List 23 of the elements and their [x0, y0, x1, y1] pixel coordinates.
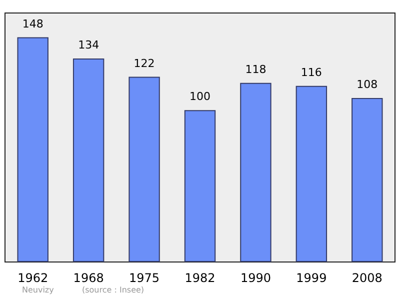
data-label: 116 [300, 66, 322, 79]
bar [72, 58, 104, 262]
x-tick-label: 1982 [184, 271, 216, 285]
bar [296, 86, 328, 262]
data-label: 122 [134, 56, 155, 70]
bar [352, 98, 383, 262]
x-tick-label: 1968 [73, 271, 104, 285]
data-label: 134 [78, 38, 100, 52]
data-label: 148 [22, 17, 44, 30]
x-tick-label: 1975 [129, 271, 160, 285]
data-label: 100 [190, 90, 210, 104]
x-tick-label: 1990 [240, 271, 271, 285]
x-tick-label: 1999 [296, 271, 327, 285]
bar [184, 110, 216, 262]
data-label: 118 [245, 62, 266, 76]
bar [240, 82, 272, 262]
x-tick-label: 1962 [18, 271, 48, 285]
text: Neuvizy [22, 286, 54, 294]
x-tick-label: 2008 [352, 271, 382, 285]
text: (source : Insee) [82, 286, 144, 294]
bar [17, 37, 48, 262]
bar [128, 76, 160, 262]
data-label: 108 [356, 78, 378, 92]
